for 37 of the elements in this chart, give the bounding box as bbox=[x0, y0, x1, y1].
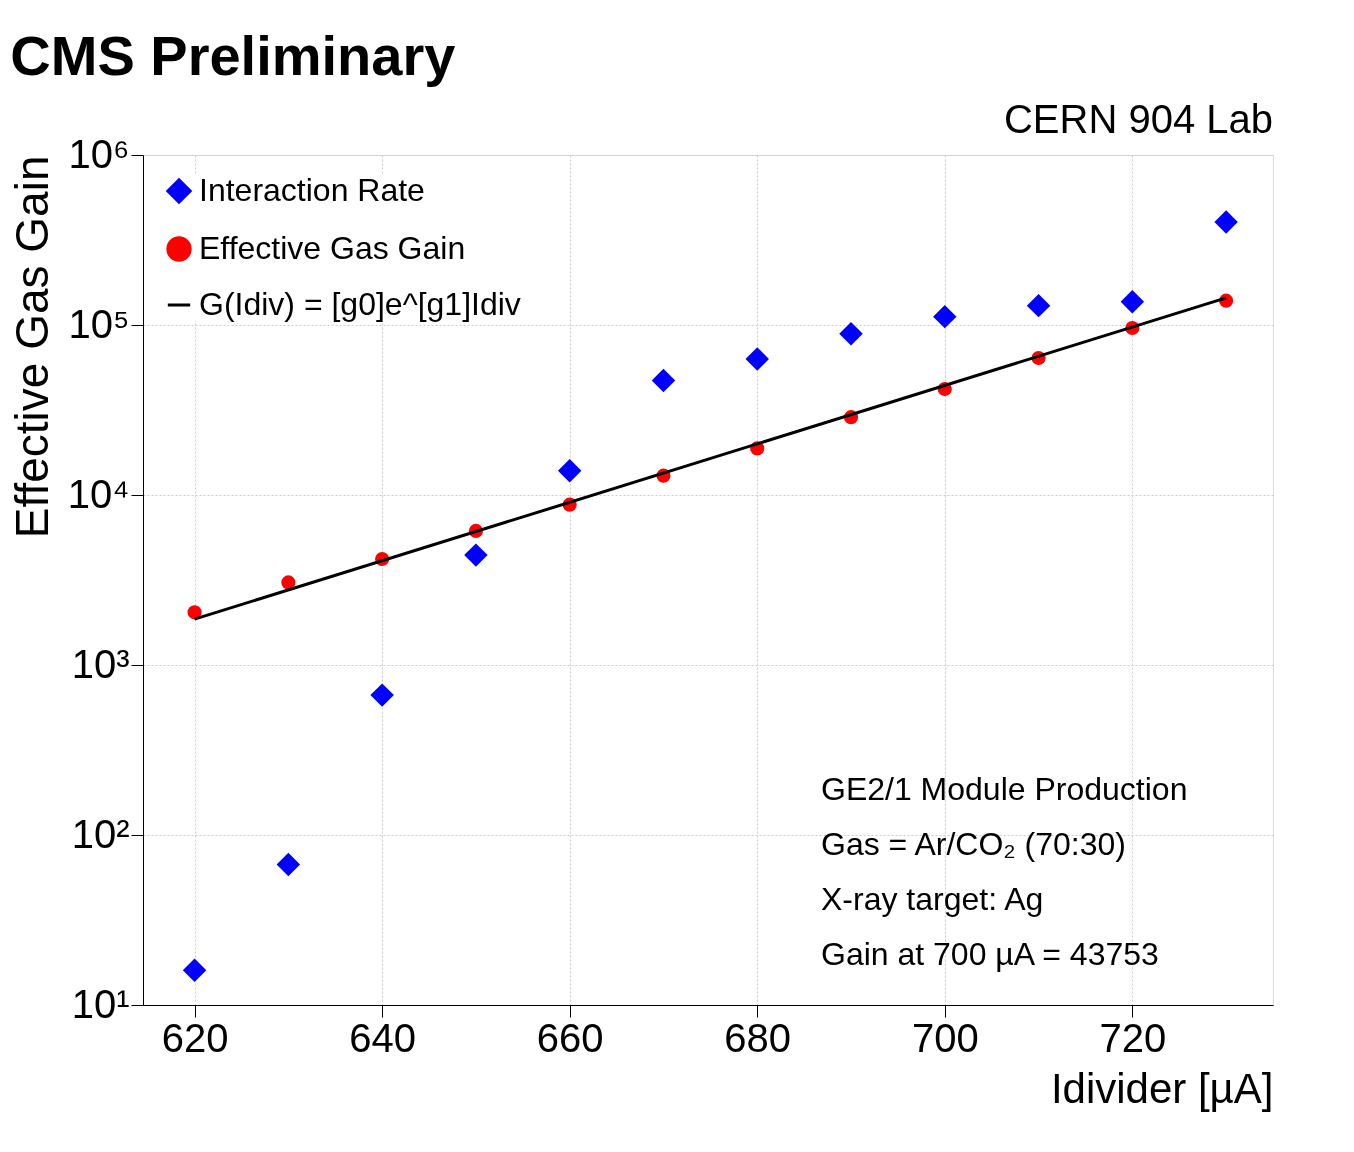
x-tick-label: 720 bbox=[1099, 1015, 1167, 1060]
annotation: Gas = Ar/CO₂ (70:30) bbox=[821, 825, 1126, 862]
y-tick-label: 10⁴ bbox=[67, 471, 130, 516]
y-tick-label: 10⁶ bbox=[68, 131, 130, 176]
text: CERN 904 Lab bbox=[1003, 97, 1273, 141]
point bbox=[557, 458, 582, 483]
point bbox=[1026, 293, 1051, 318]
y-tick-label: 10³ bbox=[71, 641, 130, 686]
chart-title: CMS Preliminary bbox=[10, 24, 456, 87]
annotation: X-ray target: Ag bbox=[821, 880, 1044, 917]
point bbox=[1120, 290, 1145, 314]
point bbox=[839, 321, 863, 346]
point bbox=[187, 605, 202, 620]
y-axis-title: Effective Gas Gain bbox=[5, 155, 58, 539]
point bbox=[281, 575, 296, 590]
x-tick-label: 620 bbox=[161, 1015, 229, 1060]
point bbox=[370, 683, 394, 707]
y-tick-label: 10² bbox=[71, 811, 130, 856]
annotation: Gain at 700 µA = 43753 bbox=[821, 935, 1159, 972]
x-tick-label: 660 bbox=[536, 1015, 604, 1060]
point bbox=[651, 368, 676, 393]
annotation: GE2/1 Module Production bbox=[821, 770, 1188, 807]
legend-label: Interaction Rate bbox=[199, 172, 425, 208]
point bbox=[1214, 210, 1238, 234]
legend-label: G(Idiv) = [g0]e^[g1]Idiv bbox=[199, 286, 521, 322]
legend-label: Effective Gas Gain bbox=[199, 230, 466, 266]
y-tick-label: 10⁵ bbox=[68, 301, 130, 346]
point bbox=[182, 958, 207, 983]
y-tick-label: 10¹ bbox=[71, 981, 130, 1026]
x-tick-label: 680 bbox=[724, 1015, 792, 1060]
x-tick-label: 640 bbox=[349, 1015, 416, 1060]
point bbox=[933, 304, 957, 329]
x-axis-title: Idivider [µA] bbox=[1050, 1064, 1274, 1112]
point bbox=[745, 347, 769, 371]
point bbox=[276, 852, 301, 877]
point bbox=[464, 543, 488, 567]
x-tick-label: 700 bbox=[911, 1015, 979, 1060]
